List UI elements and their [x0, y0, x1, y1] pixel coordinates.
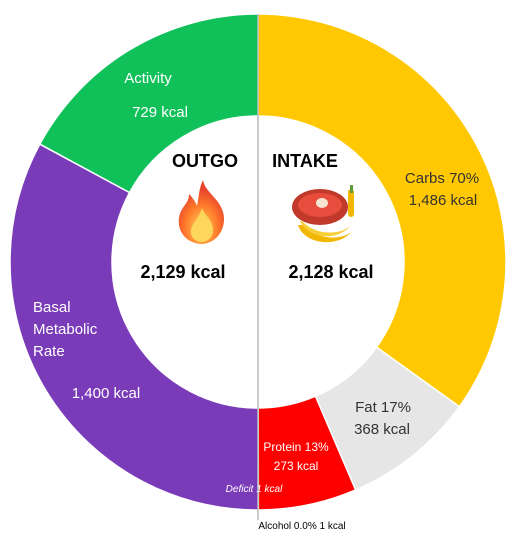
carbs-label: Carbs 70%	[405, 170, 479, 187]
activity-value: 729 kcal	[132, 104, 188, 121]
intake-title: INTAKE	[272, 151, 338, 171]
alcohol-label: Alcohol 0.0% 1 kcal	[258, 521, 345, 532]
carbs-value: 1,486 kcal	[409, 192, 477, 209]
fire-icon	[178, 180, 225, 244]
meal-icon	[292, 185, 354, 243]
activity-label: Activity	[124, 70, 172, 87]
fat-value: 368 kcal	[354, 421, 410, 438]
intake-total: 2,128 kcal	[288, 262, 373, 282]
protein-value: 273 kcal	[274, 459, 319, 473]
fat-label: Fat 17%	[355, 399, 411, 416]
bmr-label-line-3: Rate	[33, 343, 65, 360]
donut-segments	[9, 13, 507, 511]
outgo-title: OUTGO	[172, 151, 238, 171]
bmr-label-line-2: Metabolic	[33, 321, 98, 338]
bmr-value: 1,400 kcal	[72, 385, 140, 402]
deficit-label: Deficit 1 kcal	[226, 484, 283, 495]
outgo-total: 2,129 kcal	[140, 262, 225, 282]
bmr-label-line-1: Basal	[33, 299, 71, 316]
protein-label: Protein 13%	[263, 440, 329, 454]
